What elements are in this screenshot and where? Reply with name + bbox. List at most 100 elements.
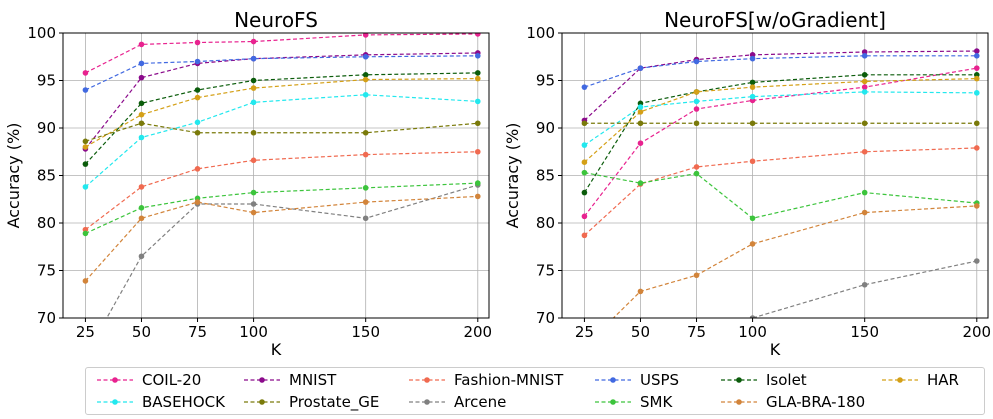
x-tick-label: 150 [850, 323, 879, 341]
chart-neurofs-without-gradient: 70 75 80 85 90 95 100 25 50 75 100 150 200 NeuroFS[w/… [503, 8, 991, 359]
y-tick-label: 100 [526, 24, 555, 42]
point-arcene [749, 315, 756, 318]
series-line-fashion-mnist [85, 151, 478, 231]
series-line-arcene [106, 184, 478, 318]
point-smk [861, 189, 868, 196]
grid [63, 32, 489, 319]
legend: COIL-20 MNIST Fashion-MNIST USPS Isolet HAR BA… [85, 367, 985, 415]
legend-entry-usps: USPS [594, 369, 679, 391]
point-har [637, 109, 644, 115]
x-tick-label: 50 [132, 323, 151, 341]
legend-entry-fashion-mnist: Fashion-MNIST [408, 369, 563, 391]
point-smk [749, 215, 756, 222]
point-usps [474, 53, 481, 59]
x-axis-label: K [271, 340, 282, 359]
point-gla-bra-180 [749, 241, 756, 247]
point-fashion-mnist [693, 164, 700, 170]
series-line-smk [85, 182, 478, 234]
legend-entry-arcene: Arcene [408, 391, 506, 413]
point-gla-bra-180 [973, 203, 980, 209]
point-arcene [861, 281, 868, 288]
point-prostate-ge [362, 129, 369, 136]
point-har [749, 84, 756, 90]
legend-label: SMK [640, 393, 673, 411]
point-usps [749, 55, 756, 62]
series-line-isolet [583, 74, 977, 193]
series-line-arcene [751, 260, 977, 318]
point-har [362, 76, 369, 83]
point-har [693, 89, 700, 95]
point-usps [138, 60, 145, 67]
point-prostate-ge [250, 129, 257, 136]
point-smk [250, 189, 257, 196]
point-coil-20 [581, 213, 588, 220]
point-har [474, 75, 481, 82]
point-usps [250, 55, 257, 62]
point-basehock [861, 89, 868, 95]
legend-entry-coil-20: COIL-20 [96, 369, 201, 391]
point-gla-bra-180 [138, 215, 145, 222]
chart-title: NeuroFS[w/oGradient] [664, 8, 886, 32]
point-isolet [82, 161, 89, 167]
point-prostate-ge [474, 120, 481, 127]
point-usps [194, 58, 201, 65]
legend-label: COIL-20 [142, 371, 202, 389]
series-group [581, 48, 980, 350]
series-group [82, 33, 481, 318]
point-fashion-mnist [749, 158, 756, 165]
point-mnist [973, 48, 980, 54]
legend-label: Isolet [766, 371, 807, 389]
y-tick-label: 70 [536, 309, 555, 327]
x-tick-label: 75 [687, 323, 706, 341]
point-isolet [581, 189, 588, 196]
point-usps [861, 53, 868, 59]
y-tick-label: 70 [37, 309, 56, 327]
y-axis-label: Accuracy (%) [503, 123, 522, 229]
point-gla-bra-180 [474, 193, 481, 200]
legend-entry-mnist: MNIST [243, 369, 336, 391]
series-line-gla-bra-180 [84, 195, 478, 282]
point-coil-20 [474, 33, 481, 37]
point-gla-bra-180 [582, 344, 588, 350]
point-isolet [194, 87, 201, 93]
chart-title: NeuroFS [234, 8, 318, 32]
y-tick-label: 75 [536, 262, 555, 280]
point-smk [693, 170, 700, 177]
series-line-gla-bra-180 [612, 205, 977, 318]
legend-entry-basehock: BASEHOCK [96, 391, 225, 413]
point-prostate-ge [973, 120, 980, 127]
point-isolet [362, 72, 369, 78]
charts-canvas: 70 75 80 85 90 95 100 25 50 75 100 150 200 NeuroFS K Ac… [4, 8, 991, 359]
legend-label: Fashion-MNIST [454, 371, 564, 389]
point-coil-20 [861, 84, 868, 90]
y-tick-label: 75 [37, 262, 56, 280]
point-coil-20 [973, 65, 980, 71]
point-har [973, 75, 980, 82]
series-line-har [584, 78, 977, 163]
point-gla-bra-180 [250, 209, 257, 216]
point-coil-20 [362, 33, 369, 38]
x-tick-label: 150 [351, 323, 380, 341]
x-tick-label: 75 [188, 323, 207, 341]
point-coil-20 [250, 38, 257, 45]
point-gla-bra-180 [693, 272, 700, 279]
point-basehock [138, 134, 145, 141]
point-usps [637, 65, 644, 71]
point-fashion-mnist [861, 148, 868, 155]
legend-swatch [595, 399, 631, 405]
legend-swatch [409, 399, 445, 405]
y-tick-label: 85 [536, 167, 555, 185]
point-fashion-mnist [581, 232, 588, 239]
point-fashion-mnist [362, 151, 369, 158]
point-basehock [973, 90, 980, 96]
point-har [194, 94, 201, 101]
grid [562, 32, 988, 319]
legend-swatch [97, 377, 133, 383]
point-basehock [637, 104, 644, 110]
series-line-fashion-mnist [584, 147, 977, 236]
point-fashion-mnist [138, 184, 145, 190]
legend-swatch [244, 399, 280, 405]
y-tick-label: 90 [37, 119, 56, 137]
point-smk [581, 169, 588, 176]
point-prostate-ge [637, 120, 644, 127]
